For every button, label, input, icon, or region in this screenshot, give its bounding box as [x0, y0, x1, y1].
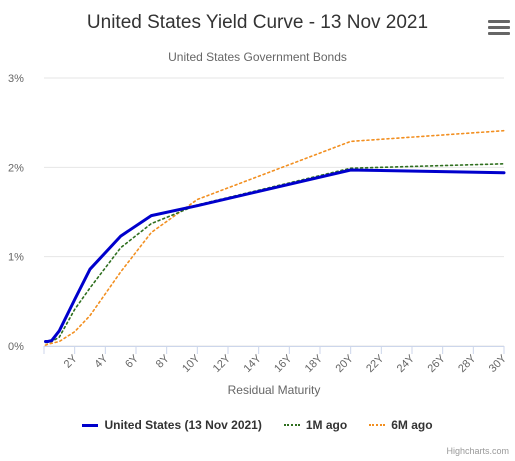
- chart-subtitle: United States Government Bonds: [168, 50, 347, 64]
- legend-label: 6M ago: [391, 418, 433, 432]
- yield-curve-chart: 0% 1% 2% 3% 2Y 4Y 6Y 8Y 10Y 12Y 14Y 16Y 18Y 20Y 22Y 24Y…: [8, 73, 510, 397]
- x-tick-label: 20Y: [333, 352, 356, 375]
- x-tick-label: 28Y: [456, 352, 479, 375]
- series-lines: [44, 129, 506, 346]
- axes: [43, 346, 505, 354]
- legend-swatch: [283, 424, 300, 426]
- x-tick-label: 22Y: [364, 352, 387, 375]
- legend-swatch: [82, 423, 99, 427]
- x-tick-label: 26Y: [425, 352, 448, 375]
- legend-item[interactable]: 6M ago: [369, 418, 433, 432]
- x-tick-label: 30Y: [487, 352, 510, 375]
- credits-link[interactable]: Highcharts.com: [446, 446, 509, 456]
- series-line-1m-ago: [44, 163, 505, 344]
- legend-swatch: [369, 424, 386, 426]
- x-tick-label: 10Y: [180, 352, 203, 375]
- x-axis-title: Residual Maturity: [228, 383, 321, 397]
- x-tick-label: 8Y: [154, 352, 172, 370]
- series-line-us: [44, 168, 506, 343]
- y-tick-label: 1%: [8, 252, 24, 264]
- y-tick-label: 0%: [8, 341, 24, 353]
- legend-item[interactable]: United States (13 Nov 2021): [82, 418, 262, 432]
- legend: United States (13 Nov 2021) 1M ago 6M ago: [0, 418, 515, 432]
- hamburger-menu-icon[interactable]: [488, 20, 510, 40]
- legend-label: 1M ago: [305, 418, 348, 432]
- legend-label: United States (13 Nov 2021): [104, 418, 262, 432]
- x-tick-label: 2Y: [62, 352, 80, 370]
- y-tick-label: 3%: [8, 73, 24, 85]
- chart-title: United States Yield Curve - 13 Nov 2021: [86, 12, 429, 33]
- x-tick-label: 14Y: [241, 352, 264, 375]
- x-tick-label: 24Y: [395, 352, 418, 375]
- series-line-6m-ago: [44, 129, 505, 346]
- y-tick-label: 2%: [8, 162, 24, 174]
- x-tick-label: 12Y: [211, 352, 234, 375]
- x-tick-label: 18Y: [303, 352, 326, 375]
- x-tick-label: 6Y: [123, 352, 141, 370]
- x-tick-label: 4Y: [92, 352, 110, 370]
- legend-item[interactable]: 1M ago: [283, 418, 348, 432]
- grid-lines: [44, 77, 504, 347]
- x-tick-label: 16Y: [272, 352, 295, 375]
